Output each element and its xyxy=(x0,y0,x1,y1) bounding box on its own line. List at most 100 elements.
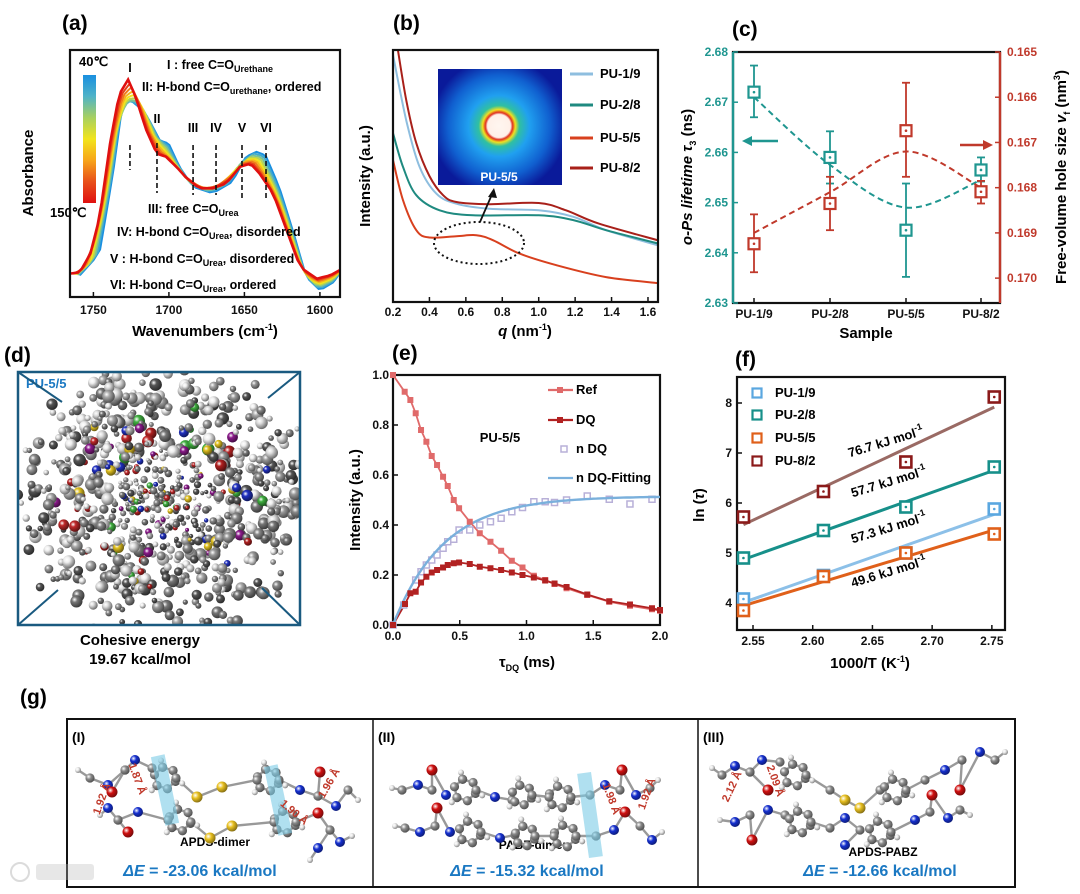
atom xyxy=(250,379,260,389)
atom xyxy=(157,476,165,484)
atom xyxy=(153,481,159,487)
atom xyxy=(185,527,190,532)
atom xyxy=(64,438,77,451)
atom xyxy=(194,438,202,446)
atom xyxy=(184,423,194,432)
subpanel-numeral: (III) xyxy=(703,729,724,745)
legend-marker xyxy=(751,432,763,444)
ndq-point xyxy=(486,518,495,526)
atom-N xyxy=(730,761,740,771)
atom xyxy=(216,594,225,604)
atom xyxy=(236,469,243,475)
atom-H xyxy=(538,838,545,845)
atom xyxy=(80,435,90,445)
atom-C xyxy=(457,834,467,845)
assignment-subscript: Urea xyxy=(209,231,230,241)
tick-label: 0.170 xyxy=(1007,271,1037,285)
atom xyxy=(102,390,115,403)
atom-C xyxy=(552,781,563,791)
atom xyxy=(152,466,159,473)
atom-H xyxy=(655,777,661,783)
atom xyxy=(202,445,213,455)
atom xyxy=(176,474,182,480)
atom-N xyxy=(313,843,323,853)
peak-label-II: II xyxy=(154,112,161,126)
atom xyxy=(163,494,170,502)
atom xyxy=(257,495,268,507)
atom xyxy=(120,510,127,517)
atom-C xyxy=(515,780,525,790)
ref-point xyxy=(476,530,483,537)
atom xyxy=(218,473,226,480)
y-axis-label: Absorbance xyxy=(20,130,37,217)
atom xyxy=(232,567,238,573)
dq-point xyxy=(519,572,526,578)
panel-g-dft-dimers: (I) (II) (III) APDS-dimer PABZ-dimer APD… xyxy=(66,718,1016,888)
tick-label: 1700 xyxy=(156,303,183,317)
atom xyxy=(22,514,30,522)
atom xyxy=(229,385,237,393)
atom xyxy=(227,496,236,504)
atom xyxy=(192,496,197,501)
atom-C xyxy=(527,790,537,800)
atom xyxy=(143,492,150,500)
atom-H xyxy=(873,811,880,818)
dq-point xyxy=(563,584,570,590)
x-label-end: ) xyxy=(905,655,910,672)
atom xyxy=(70,595,83,608)
atom xyxy=(101,492,114,506)
atom xyxy=(232,483,242,493)
atom xyxy=(159,449,164,453)
atom-C xyxy=(571,831,581,841)
atom xyxy=(232,429,239,436)
atom-C xyxy=(825,785,835,795)
arrhenius-fit-PU-8/2 xyxy=(742,405,995,527)
atom xyxy=(101,423,108,430)
dq-point xyxy=(423,573,430,580)
peak-assignment-6: VI: H-bond C=OUrea, ordered xyxy=(110,278,276,294)
atom-C xyxy=(183,807,193,818)
atom xyxy=(277,570,284,577)
atom xyxy=(266,415,273,422)
legend-marker xyxy=(557,387,563,393)
atom xyxy=(119,619,126,625)
atom-O xyxy=(106,786,118,798)
atom-O xyxy=(926,789,938,801)
atom xyxy=(190,555,199,564)
atom xyxy=(65,485,71,491)
peak-label-III: III xyxy=(188,121,198,135)
atom xyxy=(177,514,185,522)
atom-H xyxy=(148,787,155,794)
dq-point xyxy=(434,567,441,573)
data-point-dot xyxy=(992,532,996,536)
ref-point xyxy=(412,410,419,417)
atom xyxy=(163,563,172,572)
atom xyxy=(257,467,263,473)
dq-point xyxy=(412,588,419,595)
legend-label: PU-5/5 xyxy=(600,130,640,145)
atom-S xyxy=(854,802,866,814)
atom xyxy=(233,496,242,505)
atom-O xyxy=(746,834,758,846)
atom xyxy=(154,522,161,529)
atom xyxy=(118,480,123,485)
assignment-suffix: , disordered xyxy=(223,252,295,266)
atom xyxy=(141,518,149,526)
atom xyxy=(288,479,295,485)
atom xyxy=(89,473,97,481)
atom-C xyxy=(549,831,559,841)
atom xyxy=(42,499,55,511)
atom xyxy=(127,411,135,420)
atom xyxy=(170,489,176,495)
atom-C xyxy=(864,824,875,834)
atom-O xyxy=(431,802,443,814)
atom xyxy=(96,521,107,532)
tick-label: 0.4 xyxy=(372,518,389,532)
atom xyxy=(222,532,234,543)
atom xyxy=(37,525,44,532)
atom xyxy=(150,451,156,457)
box-edge xyxy=(267,371,301,399)
atom xyxy=(108,513,116,521)
dq-point xyxy=(530,574,537,581)
atom xyxy=(43,469,49,476)
